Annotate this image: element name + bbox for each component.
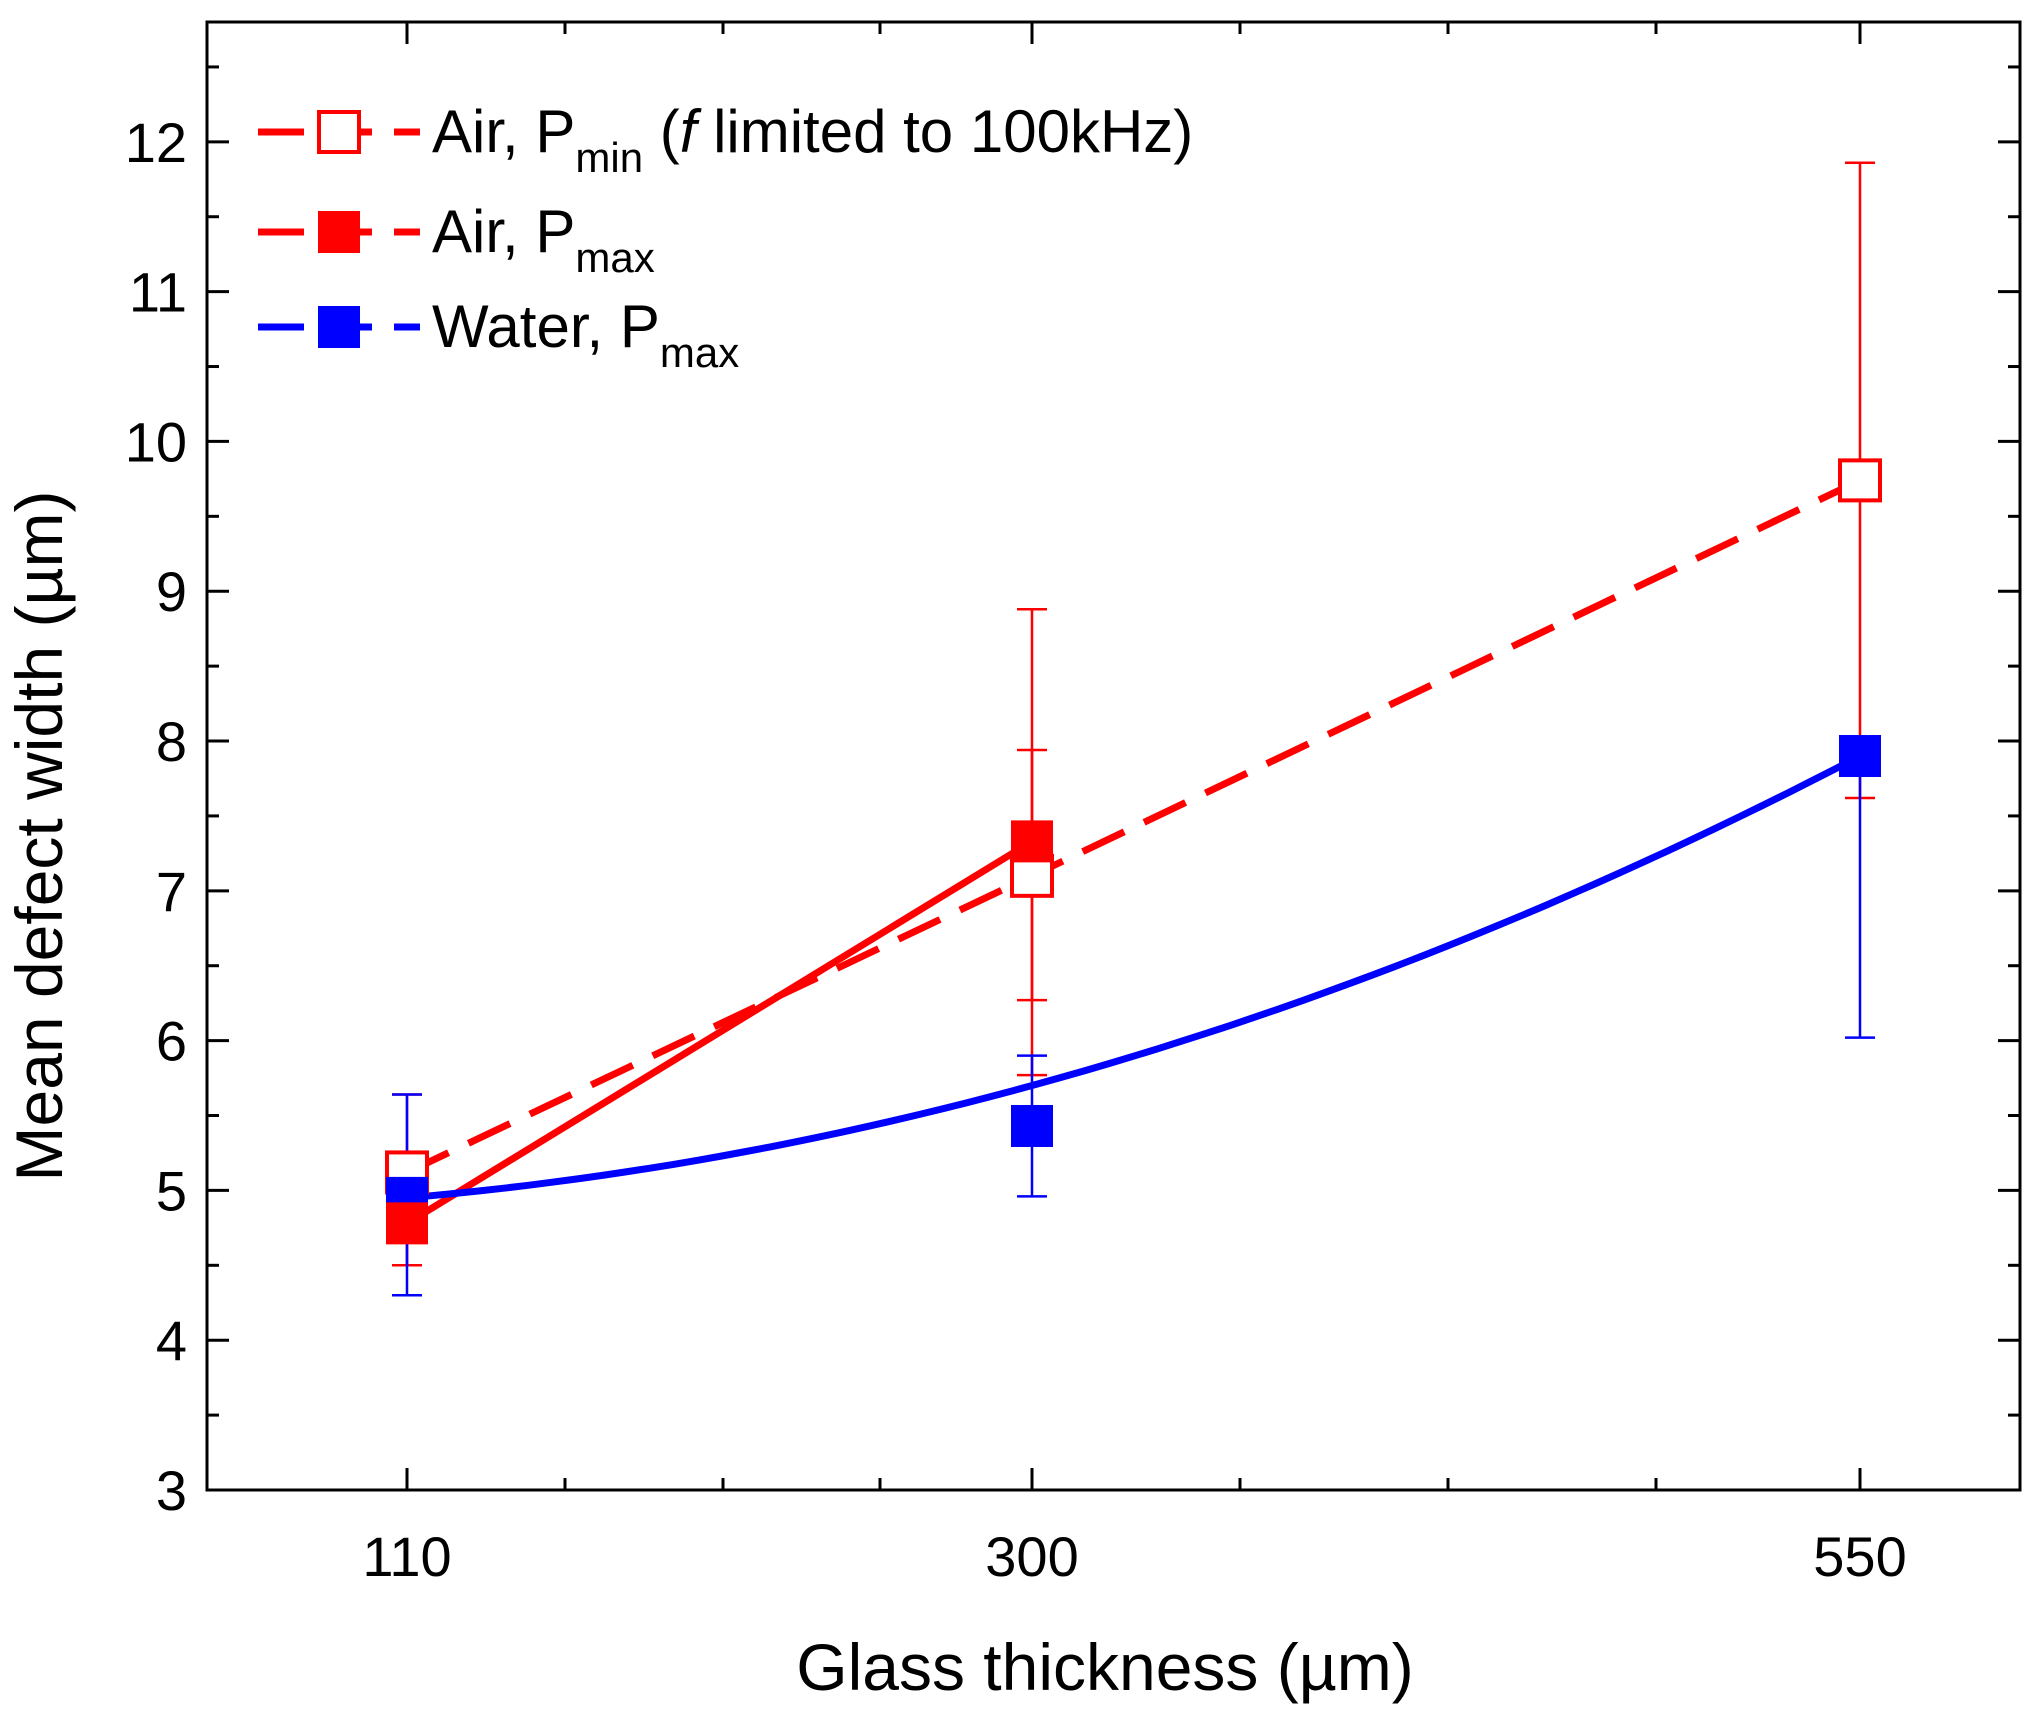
legend-label-rest: ( xyxy=(643,98,680,165)
legend-marker-air-pmin xyxy=(317,110,361,154)
axes: 3 4 5 6 7 8 9 10 11 12 110 300 550 xyxy=(125,20,2022,1588)
y-axis-title: Mean defect width (µm) xyxy=(2,491,76,1182)
legend-label-rest: limited to 100kHz) xyxy=(696,98,1193,165)
water-pmax-data-point xyxy=(1839,735,1881,777)
y-tick-label: 7 xyxy=(156,860,187,923)
legend-label-main: Air, P xyxy=(432,198,575,265)
legend-marker-water-pmax xyxy=(318,306,360,348)
plot-frame xyxy=(205,20,2022,1492)
series-water-pmax-fit-curve xyxy=(406,752,1862,1202)
y-tick-label: 4 xyxy=(156,1309,187,1372)
legend: Air, Pmin (f limited to 100kHz)Air, Pmax… xyxy=(258,98,1193,376)
legend-label-subscript: min xyxy=(575,134,643,181)
series-air-pmax-line xyxy=(405,838,1034,1227)
legend-label-water-pmax: Water, Pmax xyxy=(432,293,739,376)
series-air-pmin-line xyxy=(405,477,1862,1176)
legend-label-italic: f xyxy=(680,98,702,165)
y-tick-label: 9 xyxy=(156,560,187,623)
y-tick-label: 8 xyxy=(156,710,187,773)
y-tick-label: 5 xyxy=(156,1159,187,1222)
y-tick-label: 10 xyxy=(125,410,187,473)
air-pmax-data-point xyxy=(386,1202,428,1245)
air-pmin-data-point xyxy=(1838,458,1882,503)
x-tick-label: 110 xyxy=(362,1525,451,1588)
y-tick-label: 6 xyxy=(156,1010,187,1073)
y-tick-label: 3 xyxy=(156,1459,187,1522)
legend-label-main: Air, P xyxy=(432,98,575,165)
legend-label-main: Water, P xyxy=(432,293,660,360)
air-pmax-data-point xyxy=(1011,820,1053,863)
water-pmax-data-point xyxy=(1011,1104,1053,1147)
x-axis-title: Glass thickness (µm) xyxy=(796,1630,1413,1704)
plot-area xyxy=(385,161,1882,1297)
legend-label-air-pmax: Air, Pmax xyxy=(432,198,655,281)
legend-label-air-pmin: Air, Pmin (f limited to 100kHz) xyxy=(432,98,1193,181)
y-tick-label: 12 xyxy=(125,111,187,174)
x-tick-label: 300 xyxy=(985,1525,1078,1588)
legend-label-subscript: max xyxy=(660,329,739,376)
x-tick-label: 550 xyxy=(1813,1525,1906,1588)
y-tick-label: 11 xyxy=(129,261,187,324)
legend-marker-air-pmax xyxy=(318,211,360,253)
legend-label-subscript: max xyxy=(575,234,654,281)
